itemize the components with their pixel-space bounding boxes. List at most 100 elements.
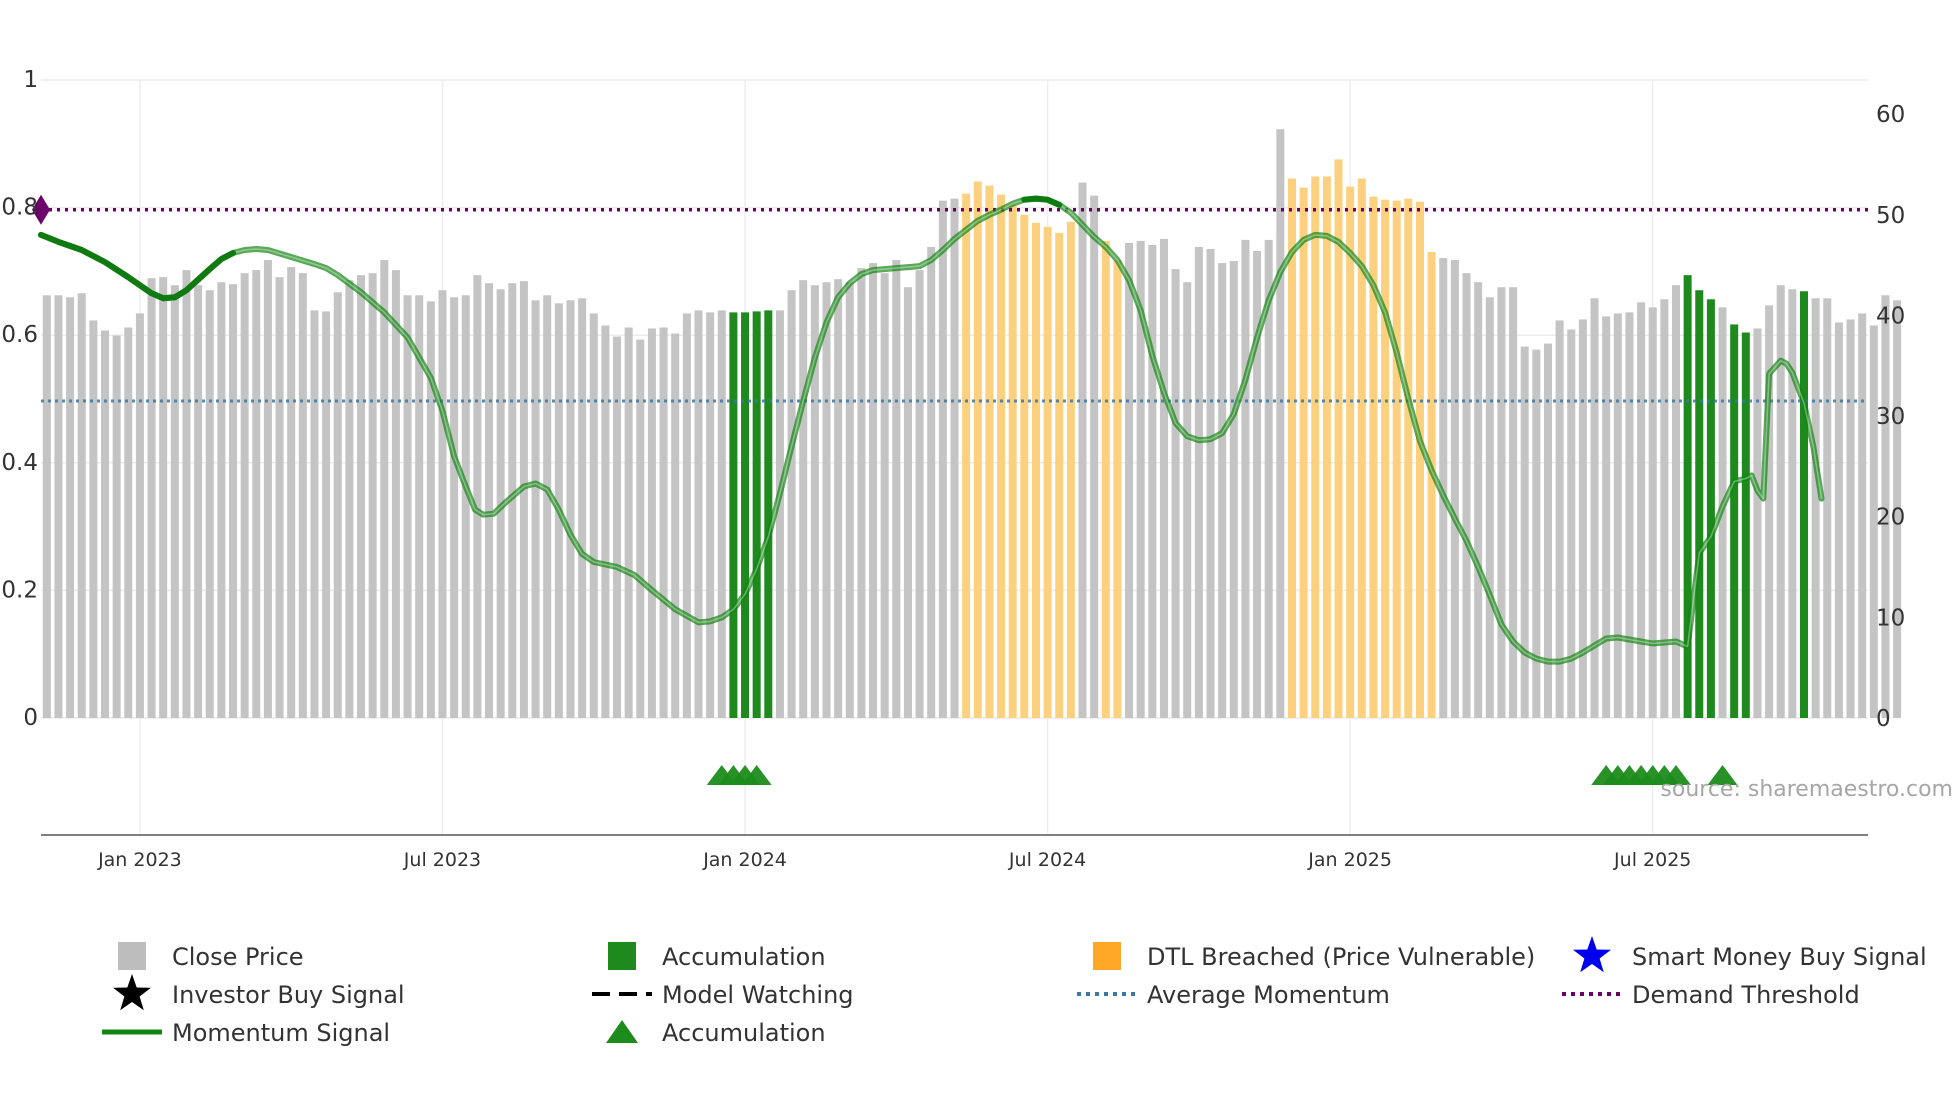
accumulation-triangle	[1707, 765, 1738, 785]
bar-gray	[810, 285, 819, 718]
bar-gray	[1590, 298, 1599, 718]
bar-gray	[391, 270, 400, 718]
bar-gray	[252, 270, 261, 718]
source-credit: source: sharemaestro.com	[1660, 777, 1953, 802]
bar-gray	[566, 300, 575, 718]
momentum-line-strong	[1021, 195, 1063, 208]
bar-gray	[717, 310, 726, 718]
x-tick-label: Jul 2024	[1008, 849, 1086, 871]
bar-gray	[147, 278, 156, 718]
bar-dtl	[1008, 204, 1017, 719]
bar-gray	[1159, 238, 1168, 718]
bar-gray	[287, 267, 296, 718]
bar-gray	[624, 327, 633, 718]
bar-gray	[415, 295, 424, 718]
bar-gray	[1613, 313, 1622, 718]
bar-acc	[1799, 291, 1808, 718]
bar-gray	[124, 327, 133, 718]
bar-dtl	[1381, 199, 1390, 719]
bar-gray	[298, 273, 307, 718]
bar-gray	[1462, 273, 1471, 718]
bar-dtl	[1311, 176, 1320, 719]
bar-gray	[170, 285, 179, 718]
bar-gray	[927, 246, 936, 718]
y-left-tick-label: 1	[23, 67, 38, 93]
bar-gray	[834, 279, 843, 718]
bar-gray	[240, 273, 249, 718]
legend-item: Investor Buy Signal	[113, 974, 405, 1011]
bar-gray	[1893, 300, 1902, 718]
y-left-tick-label: 0.2	[1, 577, 38, 603]
bar-dtl	[1043, 226, 1052, 718]
legend-swatch-triangle	[606, 1020, 638, 1043]
bar-gray	[1241, 239, 1250, 718]
bar-gray	[322, 311, 331, 718]
y-left-tick-label: 0.4	[1, 450, 38, 476]
reference-lines-layer	[41, 207, 1868, 403]
bar-gray	[822, 282, 831, 718]
bar-gray	[508, 283, 517, 718]
legend-label: Investor Buy Signal	[172, 981, 405, 1009]
bar-gray	[42, 295, 51, 718]
bar-dtl	[1020, 214, 1029, 719]
bar-gray	[857, 268, 866, 718]
legend-item: Demand Threshold	[1562, 981, 1860, 1009]
y-right-tick-label: 50	[1876, 203, 1905, 229]
x-tick-label: Jul 2025	[1613, 849, 1691, 871]
bar-gray	[205, 290, 214, 718]
bar-gray	[531, 300, 540, 718]
y-right-tick-label: 10	[1876, 605, 1905, 631]
bar-gray	[682, 313, 691, 718]
bar-gray	[1637, 302, 1646, 718]
bar-gray	[1194, 246, 1203, 718]
bar-gray	[706, 312, 715, 718]
y-right-tick-label: 0	[1876, 706, 1891, 732]
bar-gray	[1264, 239, 1273, 718]
bar-gray	[1090, 195, 1099, 718]
bar-gray	[1625, 312, 1634, 718]
legend-label: DTL Breached (Price Vulnerable)	[1147, 943, 1535, 971]
bar-gray	[1671, 285, 1680, 718]
bar-gray	[54, 295, 63, 718]
bar-gray	[159, 277, 168, 718]
bar-gray	[869, 263, 878, 718]
bar-gray	[485, 283, 494, 718]
bar-gray	[77, 293, 86, 718]
bar-gray	[1148, 244, 1157, 718]
bar-gray	[694, 310, 703, 718]
bar-gray	[182, 270, 191, 718]
bar-gray	[438, 290, 447, 718]
legend-swatch-star	[113, 974, 151, 1011]
bar-gray	[613, 336, 622, 718]
bar-acc	[1730, 324, 1739, 718]
y-right-tick-label: 30	[1876, 404, 1905, 430]
x-tick-label: Jan 2025	[1307, 849, 1392, 871]
y-left-tick-label: 0	[23, 705, 38, 731]
bar-gray	[543, 295, 552, 718]
bar-gray	[1125, 242, 1134, 718]
bar-gray	[112, 335, 121, 718]
bar-gray	[1078, 182, 1087, 718]
bar-gray	[892, 260, 901, 718]
bar-dtl	[973, 181, 982, 719]
bar-gray	[135, 313, 144, 718]
accumulation-triangle	[1660, 765, 1691, 785]
bar-dtl	[962, 193, 971, 718]
legend-swatch-square	[608, 942, 636, 970]
legend-label: Demand Threshold	[1632, 981, 1860, 1009]
bar-gray	[345, 280, 354, 718]
bar-gray	[601, 325, 610, 718]
y-right-tick-label: 60	[1876, 102, 1905, 128]
bar-dtl	[1334, 159, 1343, 718]
bar-gray	[1136, 240, 1145, 719]
bar-gray	[1218, 263, 1227, 718]
legend-item: Accumulation	[608, 942, 826, 971]
bar-dtl	[1322, 176, 1331, 719]
bar-gray	[915, 270, 924, 718]
bar-gray	[101, 330, 110, 718]
bar-gray	[1834, 322, 1843, 718]
bar-gray	[1823, 298, 1832, 718]
bar-gray	[938, 200, 947, 718]
